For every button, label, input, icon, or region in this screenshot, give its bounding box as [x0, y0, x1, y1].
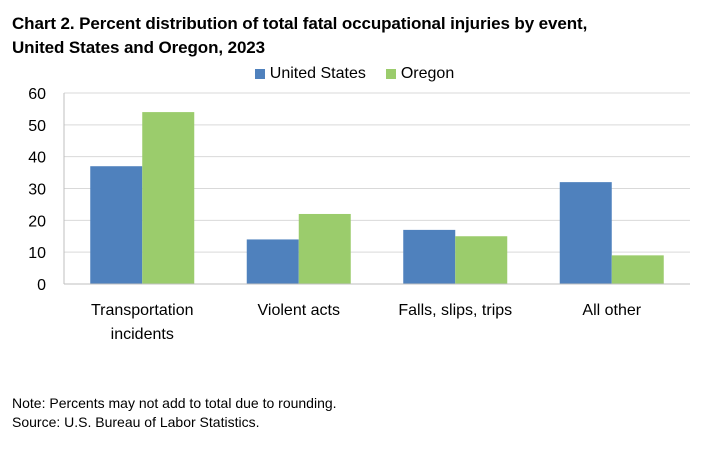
x-tick-label-line: Violent acts [258, 302, 340, 319]
legend-swatch-oregon [385, 69, 396, 79]
legend-label-oregon: Oregon [400, 65, 455, 82]
y-tick-label-50: 50 [28, 118, 46, 135]
x-tick-label-3: Falls, slips, trips [398, 302, 512, 319]
y-tick-label-0: 0 [37, 277, 46, 294]
x-tick-label-1: Transportation incidents [91, 302, 194, 343]
bar-oregon-2 [298, 213, 351, 284]
bar-united-states-1 [90, 166, 143, 284]
bar-united-states-2 [246, 239, 299, 284]
legend-label-united-states: United States [269, 65, 366, 82]
x-tick-label-line: Transportation [91, 302, 194, 319]
x-tick-label-2: Violent acts [258, 302, 340, 319]
y-tick-label-10: 10 [28, 245, 46, 262]
x-tick-label-line: All other [582, 302, 641, 319]
chart-title-line-1: Chart 2. Percent distribution of total f… [12, 14, 588, 33]
bar-united-states-4 [559, 182, 612, 284]
x-tick-label-line: incidents [111, 326, 174, 343]
bar-oregon-1 [142, 112, 195, 284]
x-tick-label-4: All other [582, 302, 641, 319]
bar-oregon-3 [455, 236, 508, 284]
y-tick-label-40: 40 [28, 150, 46, 167]
y-tick-label-30: 30 [28, 182, 46, 199]
chart-legend: United States Oregon [0, 64, 709, 84]
source-text: Source: U.S. Bureau of Labor Statistics. [12, 414, 260, 430]
y-tick-label-20: 20 [28, 213, 46, 230]
bar-united-states-3 [403, 229, 456, 284]
chart-title-line-2: United States and Oregon, 2023 [12, 38, 266, 57]
legend-item-oregon: Oregon [385, 65, 455, 83]
chart-notes: Note: Percents may not add to total due … [12, 394, 337, 432]
x-tick-label-line: Falls, slips, trips [398, 302, 512, 319]
legend-item-united-states: United States [254, 65, 366, 83]
y-tick-label-60: 60 [28, 86, 46, 103]
bar-oregon-4 [611, 255, 664, 284]
note-text: Note: Percents may not add to total due … [12, 395, 337, 411]
chart-title: Chart 2. Percent distribution of total f… [12, 12, 702, 60]
legend-swatch-united-states [254, 69, 265, 79]
